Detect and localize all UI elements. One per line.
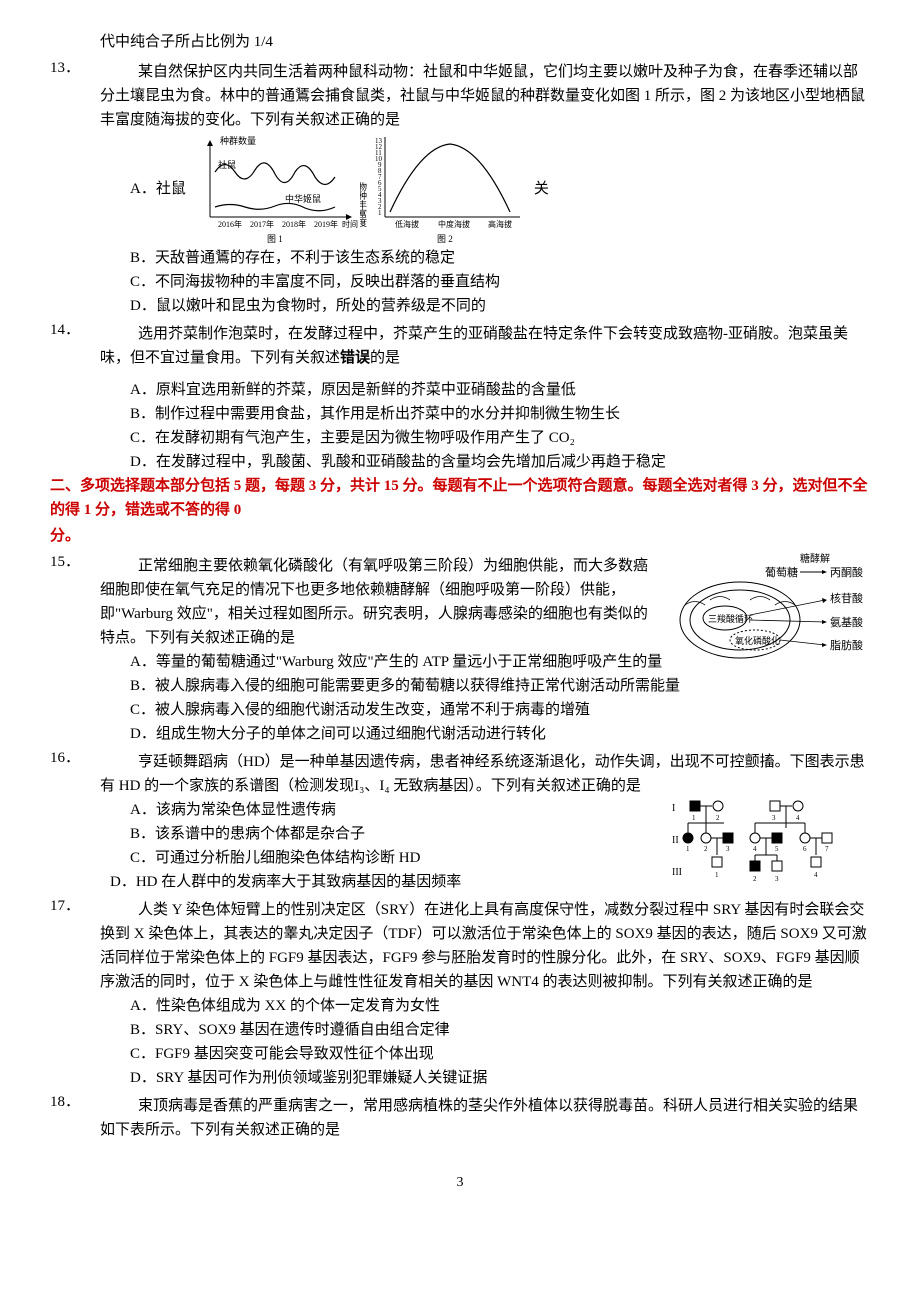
- q17-optB: B．SRY、SOX9 基因在遗传时遵循自由组合定律: [50, 1018, 870, 1042]
- fig1-caption: 图 1: [190, 232, 360, 246]
- q16-optB: B．该系谱中的患病个体都是杂合子: [50, 822, 670, 846]
- fig-hegansuan: 核苷酸: [830, 591, 863, 605]
- svg-text:4: 4: [814, 871, 818, 879]
- q13-number: 13．: [50, 60, 80, 76]
- fig1-series2: 中华姬鼠: [285, 193, 321, 204]
- q14-optA: A．原料宜选用新鲜的芥菜，原因是新鲜的芥菜中亚硝酸盐的含量低: [50, 378, 870, 402]
- q17-optC: C．FGF9 基因突变可能会导致双性征个体出现: [50, 1042, 870, 1066]
- q13-fig2-svg: 物种丰富度 1 2 3 4 5 6 7 8 9 10 11 12 13 低海拔 …: [360, 132, 530, 232]
- fig1-x2: 2017年: [250, 219, 274, 229]
- q15-number: 15．: [50, 554, 80, 570]
- gen-I: I: [672, 803, 675, 814]
- fig-yanghualin: 氧化磷酸化: [735, 635, 780, 646]
- q14-optD: D．在发酵过程中，乳酸菌、乳酸和亚硝酸盐的含量均会先增加后减少再趋于稳定: [50, 450, 870, 474]
- q16-number: 16．: [50, 750, 80, 766]
- svg-text:1: 1: [686, 845, 690, 853]
- fig2-x2: 中度海拔: [438, 219, 470, 229]
- q13-optB: B．天敌普通鵟的存在，不利于该生态系统的稳定: [50, 246, 870, 270]
- q15-container: 15． 正常细胞主要依赖氧化磷酸化（有氧呼吸第三阶段）为细胞供能，而大多数癌细胞…: [50, 550, 870, 650]
- fig2-x1: 低海拔: [395, 219, 419, 229]
- q13-body: 某自然保护区内共同生活着两种鼠科动物：社鼠和中华姬鼠，它们均主要以嫩叶及种子为食…: [50, 60, 870, 132]
- fig1-x1: 2016年: [218, 219, 242, 229]
- fig2-x3: 高海拔: [488, 219, 512, 229]
- q16-pedigree: I 1 2 3 4 II 1 2 3 4 5: [670, 793, 870, 901]
- q17-optA: A．性染色体组成为 XX 的个体一定发育为女性: [50, 994, 870, 1018]
- q14-body-err: 错误: [340, 350, 370, 366]
- fig1-xlabel: 时间: [342, 219, 358, 229]
- q18-number: 18．: [50, 1094, 80, 1110]
- svg-text:1: 1: [715, 871, 719, 879]
- svg-text:2: 2: [716, 814, 720, 822]
- fig-sanjunsuan: 三羧酸循环: [708, 613, 753, 624]
- q13-figure2: 物种丰富度 1 2 3 4 5 6 7 8 9 10 11 12 13 低海拔 …: [360, 132, 530, 246]
- q14-optB: B．制作过程中需要用食盐，其作用是析出芥菜中的水分并抑制微生物生长: [50, 402, 870, 426]
- fig-anjisuan: 氨基酸: [830, 615, 863, 629]
- page-number: 3: [50, 1172, 870, 1194]
- q16-body-text: 亨廷顿舞蹈病（HD）是一种单基因遗传病，患者神经系统逐渐退化，动作失调，出现不可…: [100, 754, 865, 794]
- svg-text:2: 2: [753, 875, 757, 883]
- fig2-ylabel: 物种丰富度: [360, 181, 367, 228]
- fig-bingtongsuan: 丙酮酸: [830, 565, 863, 579]
- q14-body-p1: 选用芥菜制作泡菜时，在发酵过程中，芥菜产生的亚硝酸盐在特定条件下会转变成致癌物-…: [100, 326, 848, 366]
- q13-optA-suffix: 关: [534, 177, 549, 201]
- q15-body: 正常细胞主要依赖氧化磷酸化（有氧呼吸第三阶段）为细胞供能，而大多数癌细胞即使在氧…: [50, 554, 650, 650]
- q16-options-container: A．该病为常染色体显性遗传病 B．该系谱中的患病个体都是杂合子 C．可通过分析胎…: [50, 798, 870, 894]
- section2-title: 二、多项选择题本部分包括 5 题，每题 3 分，共计 15 分。每题有不止一个选…: [50, 474, 870, 522]
- q14-optC: C．在发酵初期有气泡产生，主要是因为微生物呼吸作用产生了 CO₂: [50, 426, 870, 450]
- svg-text:6: 6: [803, 845, 807, 853]
- svg-text:3: 3: [775, 875, 779, 883]
- q16-optD: D．HD 在人群中的发病率大于其致病基因的基因频率: [50, 870, 670, 894]
- fig1-ylabel: 种群数量: [220, 135, 256, 146]
- fig2-caption: 图 2: [360, 232, 530, 246]
- q12-continuation: 代中纯合子所占比例为 1/4: [50, 30, 870, 54]
- q17-body: 人类 Y 染色体短臂上的性别决定区（SRY）在进化上具有高度保守性，减数分裂过程…: [50, 898, 870, 994]
- q18-body: 束顶病毒是香蕉的严重病害之一，常用感病植株的茎尖作外植体以获得脱毒苗。科研人员进…: [50, 1094, 870, 1142]
- q13-optC: C．不同海拔物种的丰富度不同，反映出群落的垂直结构: [50, 270, 870, 294]
- fig-putaotang: 葡萄糖: [765, 565, 798, 579]
- q13-fig1-svg: 种群数量 社鼠 中华姬鼠 2016年 2017年 2018年 2019年 时间: [190, 132, 360, 232]
- fig1-x3: 2018年: [282, 219, 306, 229]
- svg-text:4: 4: [796, 814, 800, 822]
- q13-body-text: 某自然保护区内共同生活着两种鼠科动物：社鼠和中华姬鼠，它们均主要以嫩叶及种子为食…: [100, 64, 865, 128]
- q13-optA-row: A．社鼠 种群数量 社鼠 中华姬鼠 2016年 2017年 2018年 2019…: [50, 132, 870, 246]
- q15-figure: 糖酵解 葡萄糖 丙酮酸 三羧酸循环 氧化磷酸化 核苷酸 氨基酸 脂肪酸: [660, 550, 870, 678]
- section2-title2: 分。: [50, 524, 870, 548]
- q13-optA-prefix: A．社鼠: [130, 177, 186, 201]
- fig-tangjiejie: 糖酵解: [800, 552, 830, 565]
- q15-body-text: 正常细胞主要依赖氧化磷酸化（有氧呼吸第三阶段）为细胞供能，而大多数癌细胞即使在氧…: [100, 558, 648, 646]
- svg-text:7: 7: [825, 845, 829, 853]
- fig-zhifangsuan: 脂肪酸: [830, 638, 863, 652]
- svg-text:4: 4: [753, 845, 757, 853]
- q14-body-p2: 的是: [370, 350, 400, 366]
- svg-text:5: 5: [775, 845, 779, 853]
- fig1-series1: 社鼠: [218, 159, 236, 170]
- q13-optD: D．鼠以嫩叶和昆虫为食物时，所处的营养级是不同的: [50, 294, 870, 318]
- gen-III: III: [672, 867, 682, 878]
- q17-body-text: 人类 Y 染色体短臂上的性别决定区（SRY）在进化上具有高度保守性，减数分裂过程…: [100, 902, 867, 990]
- q13-figure1: 种群数量 社鼠 中华姬鼠 2016年 2017年 2018年 2019年 时间 …: [190, 132, 360, 246]
- svg-text:1: 1: [692, 814, 696, 822]
- q15-optD: D．组成生物大分子的单体之间可以通过细胞代谢活动进行转化: [50, 722, 870, 746]
- q14-number: 14．: [50, 322, 80, 338]
- q16-body: 亨廷顿舞蹈病（HD）是一种单基因遗传病，患者神经系统逐渐退化，动作失调，出现不可…: [50, 750, 870, 798]
- q15-optC: C．被人腺病毒入侵的细胞代谢活动发生改变，通常不利于病毒的增殖: [50, 698, 870, 722]
- q18-body-text: 束顶病毒是香蕉的严重病害之一，常用感病植株的茎尖作外植体以获得脱毒苗。科研人员进…: [100, 1098, 858, 1138]
- svg-text:2: 2: [704, 845, 708, 853]
- q16-optA: A．该病为常染色体显性遗传病: [50, 798, 670, 822]
- fig1-x4: 2019年: [314, 219, 338, 229]
- q14-body: 选用芥菜制作泡菜时，在发酵过程中，芥菜产生的亚硝酸盐在特定条件下会转变成致癌物-…: [50, 322, 870, 370]
- svg-text:3: 3: [772, 814, 776, 822]
- q17-number: 17．: [50, 898, 80, 914]
- gen-II: II: [672, 835, 679, 846]
- fig2-y13: 13: [375, 137, 383, 145]
- q16-optC: C．可通过分析胎儿细胞染色体结构诊断 HD: [50, 846, 670, 870]
- q17-optD: D．SRY 基因可作为刑侦领域鉴别犯罪嫌疑人关键证据: [50, 1066, 870, 1090]
- svg-text:3: 3: [726, 845, 730, 853]
- q15-fig-svg: 糖酵解 葡萄糖 丙酮酸 三羧酸循环 氧化磷酸化 核苷酸 氨基酸 脂肪酸: [660, 550, 870, 670]
- q16-pedigree-svg: I 1 2 3 4 II 1 2 3 4 5: [670, 793, 870, 893]
